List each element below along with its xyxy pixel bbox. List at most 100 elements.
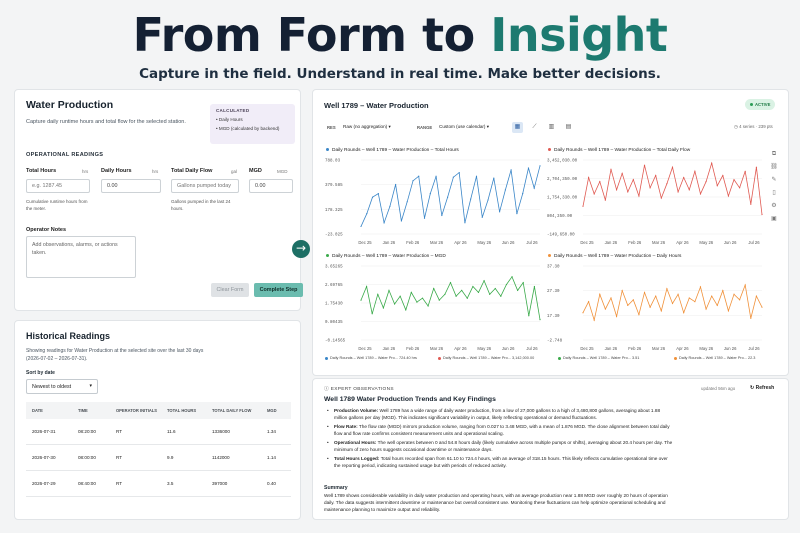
x-tick-label: Feb 26 [628, 346, 642, 351]
data-point [435, 175, 437, 177]
data-point [722, 289, 724, 292]
total-daily-flow-input[interactable] [171, 179, 239, 193]
legend-item[interactable]: Daily Rounds – Well 1789 – Water Pro... … [674, 356, 755, 360]
data-point [582, 205, 584, 207]
data-point [500, 295, 502, 297]
data-point [366, 213, 368, 215]
data-point [472, 285, 474, 288]
data-point [470, 198, 472, 200]
column-chart-icon[interactable]: ▤ [565, 124, 572, 130]
cell-time: 08:40:00 [78, 481, 96, 486]
x-tick-label: Mar 26 [652, 240, 666, 245]
copy-icon[interactable]: ⧉ [771, 150, 777, 157]
mgd-field: 0.00 [249, 179, 293, 193]
data-point [405, 309, 407, 311]
cell-time: 08:20:00 [78, 429, 96, 434]
complete-step-button[interactable]: Complete Step [254, 283, 303, 297]
clock-icon: ◷ [734, 124, 738, 129]
x-tick-label: May 26 [477, 240, 491, 245]
section-label: OPERATIONAL READINGS [26, 152, 104, 158]
chart-title: Daily Rounds – Well 1789 – Water Product… [548, 148, 690, 153]
data-point [739, 299, 741, 301]
data-point [716, 304, 718, 306]
data-point [705, 308, 707, 310]
total-hours-help: Cumulative runtime hours from the meter. [26, 199, 88, 211]
data-point [610, 168, 612, 170]
calculated-box: CALCULATED • Daily Hours • MGD (calculat… [210, 104, 295, 144]
link-icon[interactable]: ⛓ [770, 163, 778, 170]
document-icon[interactable]: ▯ [772, 189, 776, 196]
data-point [429, 192, 431, 195]
chart-title: Daily Rounds – Well 1789 – Water Product… [326, 148, 459, 153]
data-point [587, 176, 590, 179]
data-point [739, 187, 741, 189]
data-point [711, 162, 713, 164]
data-point [632, 178, 634, 181]
data-point [528, 315, 530, 317]
chart-total-daily-flow: Daily Rounds – Well 1789 – Water Product… [545, 148, 766, 246]
x-tick-label: Feb 26 [406, 346, 420, 351]
data-point [755, 295, 758, 297]
data-point [699, 193, 702, 195]
save-icon[interactable]: ▣ [771, 215, 777, 222]
series-info: ◷ 4 series · 239 pts [734, 124, 773, 129]
info-icon: ⓘ [324, 387, 330, 392]
list-item: Total Hours Logged: Total hours recorded… [324, 455, 674, 469]
operator-notes-textarea[interactable]: Add observations, alarms, or actions tak… [26, 236, 136, 278]
arrow-right-icon: → [292, 240, 310, 258]
x-tick-label: Apr 26 [454, 346, 467, 351]
table-row: 2026-07-31 08:20:00 RT 11.6 1336000 1.34 [26, 419, 291, 445]
cell-total-hours: 9.9 [167, 455, 174, 460]
data-point [452, 176, 454, 178]
grid-view-icon[interactable]: ▦ [512, 122, 523, 133]
data-point [421, 297, 424, 299]
y-tick-label: 804,350.00 [547, 215, 573, 219]
data-point [677, 191, 679, 193]
settings-icon[interactable]: ⚙ [771, 202, 777, 209]
res-select[interactable]: Raw (no aggregation) ▾ [343, 124, 391, 129]
refresh-button[interactable]: ↻ Refresh [750, 385, 775, 391]
data-point [493, 177, 495, 179]
historical-readings-card: Historical Readings Showing readings for… [14, 320, 301, 520]
data-point [539, 165, 541, 167]
edit-icon[interactable]: ✎ [771, 176, 777, 183]
data-point [365, 285, 368, 288]
x-tick-label: Apr 26 [454, 240, 467, 245]
cell-date: 2026-07-29 [32, 481, 56, 486]
y-tick-label: 178.325 [325, 209, 343, 213]
total-hours-input[interactable] [26, 179, 90, 193]
data-point [655, 174, 657, 177]
observations-list: Production Volume: Well 1789 has a wide … [324, 407, 674, 471]
data-point [643, 164, 646, 166]
daily-hours-label: Daily Hours [101, 168, 132, 174]
legend-item[interactable]: Daily Rounds – Well 1789 – Water Pro... … [325, 356, 417, 360]
data-point [694, 301, 696, 303]
data-point [733, 178, 735, 181]
y-tick-label: -149,650.00 [547, 234, 575, 238]
data-point [587, 301, 590, 303]
legend-item[interactable]: Daily Rounds – Well 1789 – Water Pro... … [438, 356, 534, 360]
line-chart-icon[interactable]: ⟋ [532, 124, 537, 130]
series-line [360, 275, 541, 320]
data-point [621, 289, 623, 292]
column-header: TOTAL HOURS [167, 408, 197, 413]
x-tick-label: Jun 26 [724, 240, 737, 245]
summary-text: Well 1789 shows considerable variability… [324, 493, 668, 512]
data-point [483, 280, 485, 282]
chart-svg: 788.03 379.585 178.325 -23.025 Dec 25 Jan 26 F… [325, 160, 541, 245]
data-point [447, 196, 449, 198]
data-point [666, 288, 668, 290]
mgd-unit: MGD [277, 169, 288, 174]
hero-subtitle: Capture in the field. Understand in real… [139, 66, 661, 82]
legend-item[interactable]: Daily Rounds – Well 1789 – Water Pro... … [558, 356, 639, 360]
data-point [464, 222, 466, 224]
data-point [388, 289, 390, 292]
y-tick-label: 27.30 [547, 290, 560, 294]
cell-time: 08:00:00 [78, 455, 96, 460]
data-point [410, 291, 412, 293]
sort-select[interactable]: Newest to oldest ▾ [26, 379, 98, 394]
y-tick-label: 1,754,330.00 [547, 197, 578, 201]
range-select[interactable]: Custom (use calendar) ▾ [439, 124, 490, 129]
clear-form-button[interactable]: Clear Form [211, 283, 249, 297]
bar-chart-icon[interactable]: ▥ [548, 124, 555, 130]
